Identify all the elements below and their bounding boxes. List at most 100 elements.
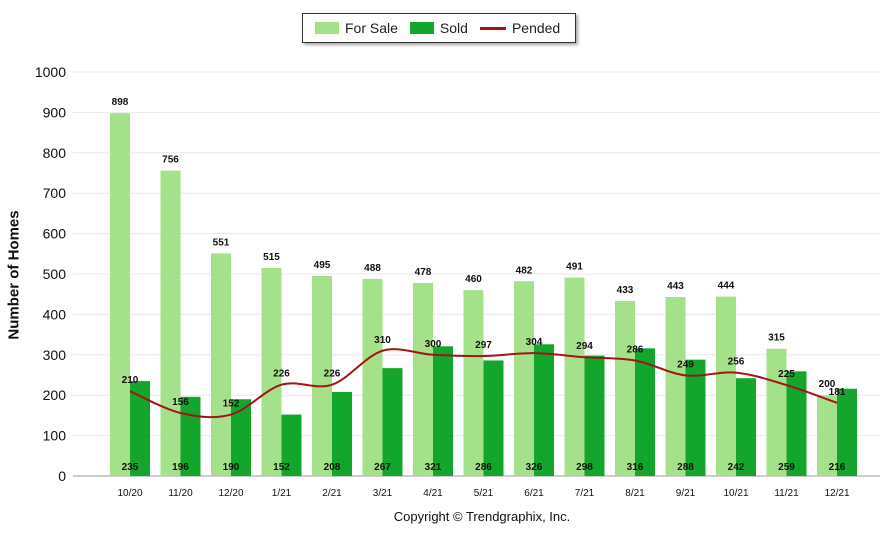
x-tick-label: 4/21 xyxy=(423,488,443,499)
y-tick-label: 400 xyxy=(43,306,67,322)
for-sale-data-label: 491 xyxy=(566,262,583,273)
y-tick-label: 300 xyxy=(43,347,67,363)
sold-data-label: 216 xyxy=(829,462,846,473)
y-tick-label: 200 xyxy=(43,387,67,403)
pended-data-label: 181 xyxy=(829,387,846,398)
for-sale-data-label: 433 xyxy=(617,285,634,296)
sold-data-label: 316 xyxy=(627,462,644,473)
x-tick-label: 10/20 xyxy=(117,488,142,499)
sold-data-label: 242 xyxy=(728,462,745,473)
for-sale-data-label: 443 xyxy=(667,281,684,292)
sold-data-label: 288 xyxy=(677,462,694,473)
pended-data-label: 226 xyxy=(324,369,341,380)
sold-data-label: 267 xyxy=(374,462,391,473)
for-sale-bar xyxy=(615,301,635,476)
y-tick-label: 600 xyxy=(43,226,67,242)
x-tick-label: 3/21 xyxy=(373,488,393,499)
sold-bar xyxy=(534,344,554,476)
sold-data-label: 196 xyxy=(172,462,189,473)
pended-data-label: 249 xyxy=(677,359,694,370)
y-tick-label: 800 xyxy=(43,145,67,161)
for-sale-data-label: 495 xyxy=(314,260,331,271)
legend: For Sale Sold Pended xyxy=(302,13,576,43)
pended-line xyxy=(129,348,838,419)
pended-data-label: 225 xyxy=(778,369,795,380)
sold-swatch xyxy=(409,22,434,34)
sold-data-label: 190 xyxy=(223,462,240,473)
legend-item-pended[interactable]: Pended xyxy=(479,20,561,36)
y-tick-label: 700 xyxy=(43,185,67,201)
for-sale-data-label: 898 xyxy=(112,97,129,108)
for-sale-data-label: 444 xyxy=(718,281,735,292)
legend-item-sold[interactable]: Sold xyxy=(409,20,468,36)
x-tick-label: 2/21 xyxy=(322,488,342,499)
for-sale-bar xyxy=(362,278,383,476)
sold-data-label: 326 xyxy=(526,462,543,473)
for-sale-bar xyxy=(312,276,332,476)
x-tick-label: 12/21 xyxy=(824,488,849,499)
for-sale-bar xyxy=(716,296,736,476)
for-sale-bar xyxy=(110,113,130,476)
x-tick-label: 9/21 xyxy=(676,488,696,499)
for-sale-data-label: 756 xyxy=(162,155,179,166)
sold-data-label: 208 xyxy=(324,462,341,473)
pended-data-label: 294 xyxy=(576,341,593,352)
legend-label-pended: Pended xyxy=(511,20,561,36)
x-tick-label: 10/21 xyxy=(723,488,748,499)
for-sale-bar xyxy=(261,267,282,476)
for-sale-bar xyxy=(463,290,484,476)
for-sale-data-label: 478 xyxy=(415,267,432,278)
pended-data-label: 210 xyxy=(122,375,139,386)
pended-swatch xyxy=(479,26,506,30)
sold-data-label: 259 xyxy=(778,462,795,473)
sold-bar xyxy=(685,359,706,476)
sold-bar xyxy=(635,348,655,476)
for-sale-bar xyxy=(160,170,181,477)
legend-item-for-sale[interactable]: For Sale xyxy=(315,20,398,36)
for-sale-data-label: 315 xyxy=(768,333,785,344)
x-tick-label: 7/21 xyxy=(575,488,595,499)
pended-data-label: 226 xyxy=(273,369,290,380)
sold-bar xyxy=(786,371,807,476)
y-tick-label: 900 xyxy=(43,104,67,120)
copyright-text: Copyright © Trendgraphix, Inc. xyxy=(393,509,571,524)
x-tick-label: 1/21 xyxy=(272,488,292,499)
pended-data-label: 152 xyxy=(223,399,240,410)
for-sale-data-label: 200 xyxy=(819,379,836,390)
sold-bar xyxy=(837,388,857,476)
sold-bar xyxy=(382,368,403,476)
sold-bar xyxy=(332,391,352,476)
pended-data-label: 156 xyxy=(172,397,189,408)
sold-data-label: 286 xyxy=(475,462,492,473)
sold-data-label: 152 xyxy=(273,462,290,473)
y-axis-title: Number of Homes xyxy=(5,210,23,340)
sold-data-label: 235 xyxy=(122,462,139,473)
pended-data-label: 300 xyxy=(425,339,442,350)
x-tick-label: 6/21 xyxy=(524,488,544,499)
for-sale-bar xyxy=(514,281,534,476)
for-sale-data-label: 551 xyxy=(213,237,230,248)
sold-bar xyxy=(281,414,302,476)
sold-data-label: 321 xyxy=(425,462,442,473)
sold-bar xyxy=(483,360,504,476)
for-sale-bar xyxy=(766,348,787,476)
pended-data-label: 304 xyxy=(526,337,543,348)
x-tick-label: 12/20 xyxy=(218,488,243,499)
for-sale-data-label: 515 xyxy=(263,252,280,263)
sold-data-label: 298 xyxy=(576,462,593,473)
for-sale-data-label: 482 xyxy=(516,265,533,276)
for-sale-data-label: 460 xyxy=(465,274,482,285)
sold-bar xyxy=(433,346,453,476)
legend-label-sold: Sold xyxy=(439,20,468,36)
x-tick-label: 11/20 xyxy=(168,488,193,499)
sold-bar xyxy=(130,381,150,476)
pended-data-label: 256 xyxy=(728,357,745,368)
sold-bar xyxy=(584,355,605,476)
for-sale-data-label: 488 xyxy=(364,263,381,274)
for-sale-swatch xyxy=(315,22,339,34)
pended-data-label: 310 xyxy=(374,335,391,346)
for-sale-bar xyxy=(564,277,585,476)
x-tick-label: 5/21 xyxy=(474,488,494,499)
y-tick-label: 500 xyxy=(43,266,67,282)
